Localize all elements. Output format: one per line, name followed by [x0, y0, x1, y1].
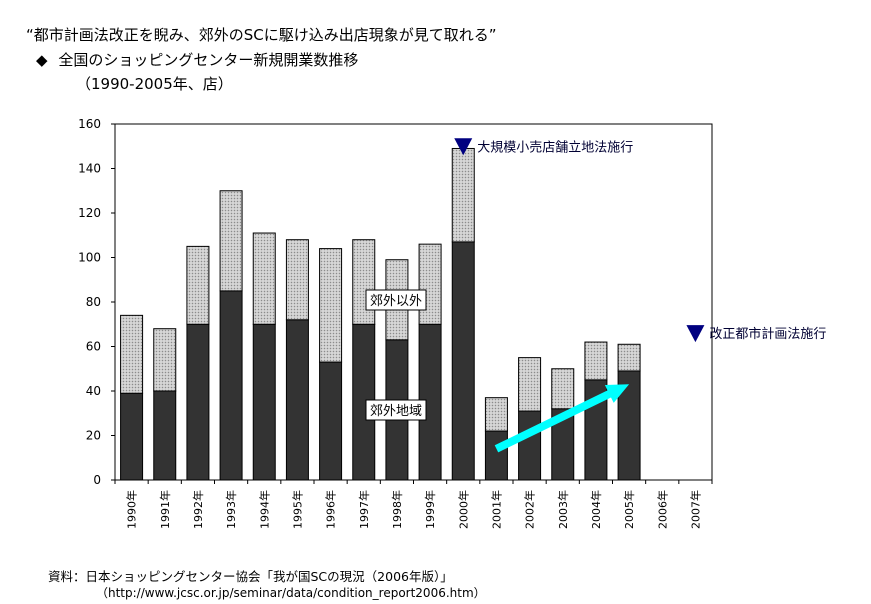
x-tick-label: 1993年: [224, 490, 238, 529]
bar-segment-non-suburban: [418, 243, 442, 325]
series-label-non-suburban: 郊外以外: [370, 293, 422, 309]
x-tick-label: 2005年: [622, 490, 636, 529]
x-tick-label: 2006年: [655, 490, 669, 529]
bar-segment-non-suburban: [285, 239, 309, 321]
x-tick-label: 1991年: [158, 490, 172, 529]
bar-segment-suburban: [484, 430, 508, 481]
x-tick-label: 2001年: [489, 490, 503, 529]
bar-segment-suburban: [153, 390, 177, 481]
x-tick-label: 1996年: [324, 490, 338, 529]
y-tick-label: 140: [78, 162, 101, 176]
bar-segment-non-suburban: [451, 147, 475, 243]
bar-segment-non-suburban: [219, 190, 243, 292]
x-tick-label: 1999年: [423, 490, 437, 529]
x-tick-label: 1998年: [390, 490, 404, 529]
chart-headline: “都市計画法改正を睨み、郊外のSCに駆け込み出店現象が見て取れる”: [26, 26, 497, 44]
y-tick-label: 20: [86, 429, 101, 443]
x-axis: 1990年 1991年 1992年 1993年 1994年 1995年 1996年 1997年…: [114, 480, 713, 529]
bar-segment-suburban: [219, 290, 243, 481]
bar-segment-suburban: [319, 361, 343, 481]
bar-segment-non-suburban: [551, 368, 575, 410]
x-tick-label: 1994年: [257, 490, 271, 529]
y-tick-label: 80: [86, 295, 101, 309]
bar-segment-non-suburban: [352, 239, 376, 325]
x-tick-label: 1990年: [125, 490, 139, 529]
series-label-suburban: 郊外地域: [370, 403, 422, 419]
source-citation: 資料：日本ショッピングセンター協会「我が国SCの現況（2006年版）」: [48, 569, 453, 584]
chart-title: 全国のショッピングセンター新規開業数推移: [58, 51, 359, 69]
bar-segment-suburban: [186, 323, 210, 481]
y-tick-label: 60: [86, 340, 101, 354]
x-tick-label: 2000年: [456, 490, 470, 529]
y-tick-label: 160: [78, 117, 101, 131]
bar-segment-suburban: [285, 319, 309, 481]
x-tick-label: 2003年: [556, 490, 570, 529]
trend-arrow-icon: [494, 384, 630, 453]
chart-unit-note: （1990-2005年、店）: [76, 75, 233, 93]
bar-segment-non-suburban: [153, 328, 177, 392]
bar-segment-non-suburban: [120, 314, 144, 394]
bar-segment-non-suburban: [484, 397, 508, 432]
y-tick-label: 120: [78, 206, 101, 220]
bar-segment-suburban: [518, 410, 542, 481]
y-tick-label: 0: [93, 473, 101, 487]
event-annotation: 大規模小売店舗立地法施行: [477, 139, 633, 155]
event-annotation: 改正都市計画法施行: [709, 326, 826, 342]
series-label-non-suburban-box: [365, 289, 427, 311]
y-axis: 0 20 40 60 80 100 120 140 160: [78, 117, 115, 487]
source-url: （http://www.jcsc.or.jp/seminar/data/cond…: [96, 586, 486, 600]
diamond-bullet-icon: ◆: [36, 51, 48, 69]
down-triangle-marker-icon: [686, 325, 705, 343]
bar-segment-non-suburban: [252, 232, 276, 325]
x-tick-label: 2007年: [688, 490, 702, 529]
x-tick-label: 1997年: [357, 490, 371, 529]
x-tick-label: 2004年: [589, 490, 603, 529]
bar-segment-non-suburban: [584, 341, 608, 381]
bar-segment-non-suburban: [319, 248, 343, 363]
down-triangle-marker-icon: [454, 138, 473, 156]
bar-segment-suburban: [252, 323, 276, 481]
y-tick-label: 40: [86, 384, 101, 398]
series-label-suburban-box: [365, 399, 427, 421]
x-tick-label: 1995年: [290, 490, 304, 529]
x-tick-label: 2002年: [523, 490, 537, 529]
chart-subtitle: ◆ 全国のショッピングセンター新規開業数推移: [36, 49, 358, 70]
x-tick-label: 1992年: [191, 490, 205, 529]
bars: [120, 147, 641, 481]
y-tick-label: 100: [78, 251, 101, 265]
bar-segment-non-suburban: [617, 343, 641, 372]
bar-segment-suburban: [120, 392, 144, 481]
bar-segment-non-suburban: [186, 245, 210, 325]
bar-segment-suburban: [451, 241, 475, 481]
bar-segment-non-suburban: [518, 357, 542, 412]
